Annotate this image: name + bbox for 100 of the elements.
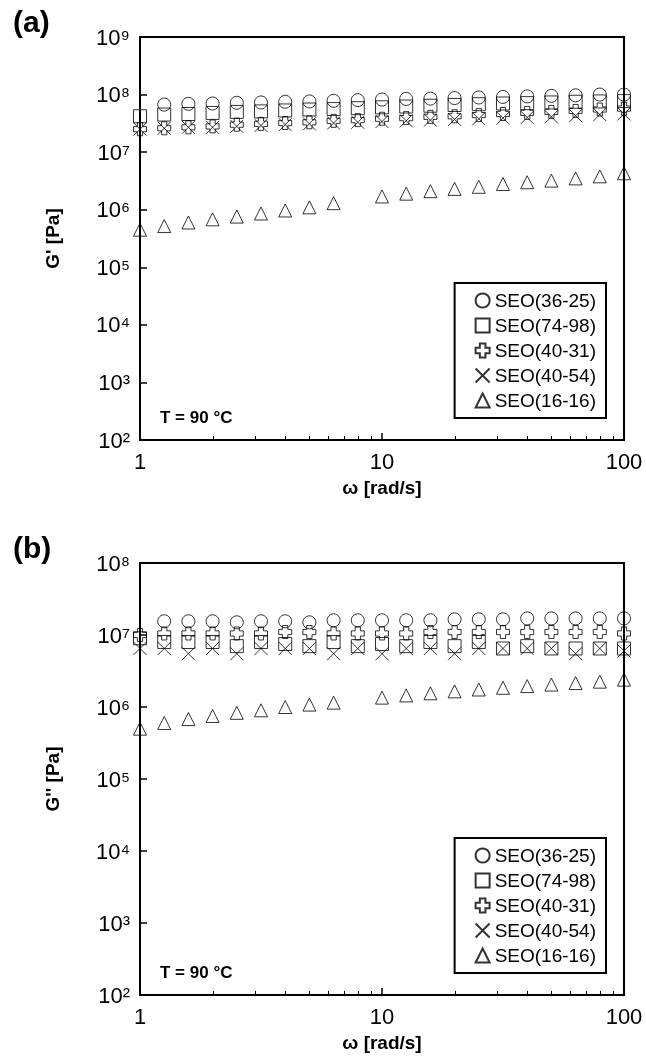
point — [544, 104, 559, 119]
point — [568, 94, 583, 109]
point — [181, 626, 196, 641]
point — [544, 173, 559, 188]
point — [133, 222, 147, 237]
y-tick-label: 10⁵ — [96, 254, 130, 280]
y-tick-label: 10³ — [98, 910, 130, 936]
point — [229, 705, 244, 720]
point — [495, 96, 510, 111]
point — [495, 176, 510, 191]
point — [471, 90, 486, 105]
point — [133, 109, 147, 124]
point — [568, 611, 583, 626]
point — [375, 92, 389, 107]
point — [520, 679, 535, 694]
point — [496, 612, 510, 627]
point — [278, 94, 293, 109]
point — [447, 625, 462, 640]
point — [253, 703, 268, 718]
point — [253, 104, 268, 119]
point — [157, 715, 172, 730]
point — [157, 107, 172, 122]
point — [592, 611, 607, 626]
point — [520, 625, 535, 640]
point — [229, 615, 244, 630]
point — [520, 611, 535, 626]
point — [617, 611, 631, 626]
point — [568, 171, 583, 186]
point — [447, 684, 462, 699]
point — [157, 634, 172, 649]
x-tick-label: 10 — [369, 448, 395, 474]
point — [326, 626, 341, 641]
y-tick-label: 10⁴ — [96, 838, 130, 864]
point — [278, 614, 293, 629]
point — [350, 613, 365, 628]
point — [568, 103, 583, 118]
y-tick-label: 10³ — [98, 369, 130, 395]
point — [253, 634, 268, 649]
point — [302, 200, 317, 215]
point — [592, 102, 607, 117]
point — [278, 103, 293, 118]
point — [447, 612, 462, 627]
point — [133, 721, 147, 736]
point — [205, 105, 220, 120]
point — [205, 634, 220, 649]
point — [229, 639, 244, 654]
point — [592, 674, 607, 689]
point — [423, 634, 438, 649]
point — [253, 626, 268, 641]
point — [471, 634, 486, 649]
y-tick-label: 10² — [98, 982, 130, 1008]
point — [592, 169, 607, 184]
point — [205, 614, 220, 629]
point — [471, 682, 486, 697]
point — [399, 91, 414, 106]
point — [471, 179, 486, 194]
y-axis-title: G'' [Pa] — [42, 746, 63, 812]
point — [495, 680, 510, 695]
point — [229, 209, 244, 224]
point — [375, 690, 389, 705]
point — [205, 212, 220, 227]
point — [326, 613, 341, 628]
point — [375, 626, 389, 641]
point — [544, 611, 559, 626]
point — [617, 94, 631, 109]
legend-label: SEO(16-16) — [494, 390, 596, 411]
point — [496, 89, 510, 104]
x-tick-label: 100 — [605, 448, 643, 474]
point — [617, 626, 631, 641]
x-axis-title: ω [rad/s] — [342, 477, 422, 498]
point — [133, 628, 147, 642]
y-tick-label: 10⁷ — [97, 622, 131, 648]
legend-label: SEO(40-54) — [494, 920, 596, 941]
legend-label: SEO(74-98) — [494, 315, 596, 336]
annotation: T = 90 °C — [160, 963, 233, 982]
point — [375, 613, 389, 628]
point — [350, 101, 365, 116]
legend-label: SEO(16-16) — [494, 945, 596, 966]
point — [278, 625, 293, 640]
point — [326, 695, 341, 710]
point — [157, 97, 172, 112]
y-tick-label: 10⁶ — [96, 694, 130, 720]
point — [326, 102, 341, 117]
point — [544, 625, 559, 640]
point — [326, 196, 341, 211]
point — [399, 186, 414, 201]
point — [157, 626, 172, 641]
x-tick-label: 1 — [133, 1003, 147, 1029]
point — [423, 98, 438, 113]
annotation: T = 90 °C — [160, 408, 233, 427]
point — [205, 96, 220, 111]
point — [375, 100, 389, 115]
point — [423, 109, 438, 124]
point — [205, 626, 220, 641]
point — [254, 614, 268, 629]
point — [229, 95, 244, 110]
y-tick-label: 10⁷ — [97, 139, 131, 165]
legend-label: SEO(40-54) — [494, 365, 596, 386]
point — [471, 97, 486, 112]
point — [278, 203, 293, 218]
